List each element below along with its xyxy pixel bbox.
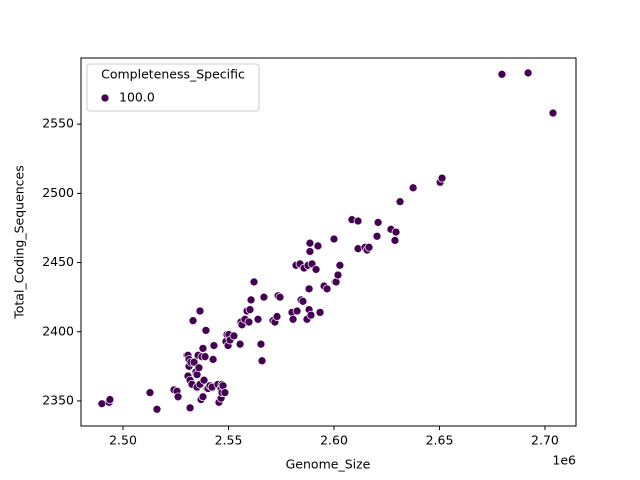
point	[292, 306, 302, 316]
point	[333, 270, 343, 280]
point	[329, 234, 339, 244]
point	[408, 183, 418, 193]
point	[390, 236, 400, 245]
point	[288, 314, 298, 324]
point	[256, 339, 266, 349]
point	[305, 238, 315, 248]
point	[304, 284, 314, 294]
point	[235, 339, 245, 349]
point	[198, 392, 208, 402]
y-tick-label: 2400	[42, 323, 74, 338]
point	[259, 292, 269, 302]
point	[220, 388, 230, 397]
y-tick-label: 2450	[42, 254, 74, 269]
x-tick-label: 2.65	[426, 433, 454, 448]
point	[322, 284, 332, 294]
legend-label: 100.0	[119, 90, 155, 105]
point	[105, 395, 115, 404]
legend-marker	[100, 93, 110, 103]
point	[245, 305, 255, 314]
point	[437, 173, 447, 183]
point	[194, 363, 204, 373]
y-tick-label: 2500	[42, 185, 74, 200]
x-axis-label: Genome_Size	[286, 457, 371, 472]
point	[209, 341, 219, 350]
point	[391, 227, 401, 237]
point	[249, 277, 259, 287]
point	[201, 326, 211, 335]
point	[195, 306, 205, 316]
point	[185, 403, 195, 413]
point	[253, 314, 263, 324]
point	[364, 242, 374, 252]
point	[353, 216, 363, 226]
point	[275, 292, 285, 302]
legend-title: Completeness_Specific	[101, 67, 245, 82]
point	[298, 296, 308, 306]
point	[189, 357, 199, 367]
y-tick-label: 2350	[42, 392, 74, 407]
x-tick-label: 2.60	[320, 433, 348, 448]
point	[272, 312, 282, 321]
point	[497, 69, 507, 79]
point	[198, 344, 208, 353]
point	[353, 244, 363, 254]
point	[200, 352, 210, 362]
point	[145, 388, 155, 397]
point	[315, 308, 325, 317]
legend-box	[86, 63, 260, 112]
x-tick-label: 2.55	[215, 433, 243, 448]
point	[244, 317, 254, 327]
x-offset-label: 1e6	[552, 453, 576, 468]
point	[306, 310, 316, 320]
point	[188, 316, 198, 326]
point	[372, 231, 382, 241]
point	[523, 68, 533, 78]
point	[313, 241, 323, 251]
point	[173, 392, 183, 402]
point	[257, 356, 267, 366]
x-tick-label: 2.50	[109, 433, 137, 448]
point	[229, 331, 239, 341]
point	[311, 265, 321, 274]
y-axis-label: Total_Coding_Sequences	[12, 165, 27, 320]
point	[246, 295, 256, 305]
point	[208, 355, 218, 364]
point	[373, 218, 383, 227]
point	[152, 404, 162, 414]
x-tick-label: 2.70	[531, 433, 559, 448]
point	[335, 260, 345, 270]
point	[395, 197, 405, 207]
point	[97, 399, 107, 409]
point	[199, 375, 209, 385]
point	[305, 247, 315, 256]
axes-frame	[80, 57, 577, 427]
y-tick-label: 2550	[42, 116, 74, 131]
point	[548, 108, 558, 118]
